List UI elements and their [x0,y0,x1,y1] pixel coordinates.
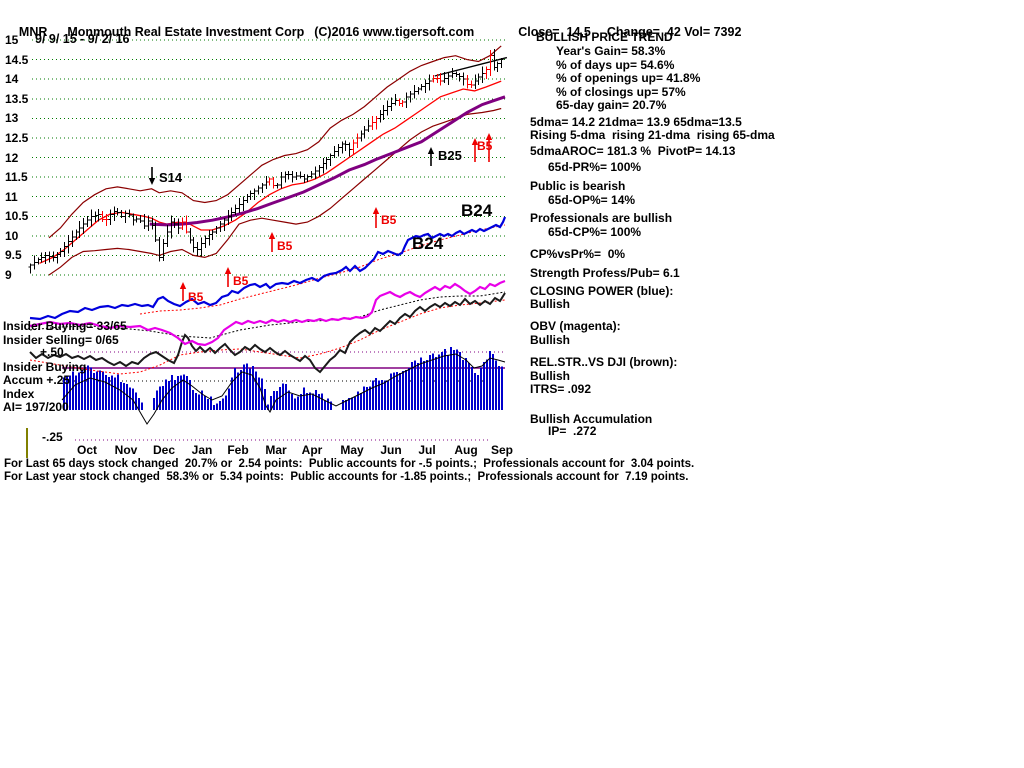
stat-line: REL.STR..VS DJI (brown): [530,355,678,369]
indicator-label: Insider Buying= 33/65 [3,319,127,333]
price-tick-label: 12 [5,151,19,165]
signal-label-b24: B24 [412,234,444,253]
stock-chart-canvas [26,39,508,458]
month-label: Jun [380,443,402,457]
signal-label-b24: B24 [461,201,493,220]
company-name: Monmouth Real Estate Investment Corp [67,25,305,39]
indicator-label: -.25 [42,430,63,444]
signal-label-b5: B5 [233,274,249,288]
price-tick-label: 11.5 [5,170,28,184]
signal-label-s14: S14 [159,170,183,185]
month-label: Aug [454,443,478,457]
month-label: Feb [227,443,249,457]
month-label: May [340,443,364,457]
ticker-symbol: MNR [18,25,48,39]
stat-line: 65d-PR%= 100% [548,160,642,174]
month-label: Jan [191,443,213,457]
stat-line: Rising 5-dma rising 21-dma rising 65-dma [530,128,775,142]
signal-label-b5: B5 [277,239,293,253]
stat-line: CLOSING POWER (blue): [530,284,674,298]
price-tick-label: 13.5 [5,92,29,106]
price-tick-label: 14 [5,72,19,86]
stat-line: 5dmaAROC= 181.3 % PivotP= 14.13 [530,144,736,158]
stat-line: ITRS= .092 [530,382,592,396]
change-volume-value: Change= .42 Vol= 7392 [606,25,742,39]
price-tick-label: 14.5 [5,53,29,67]
stat-line: 5dma= 14.2 21dma= 13.9 65dma=13.5 [530,115,742,129]
signal-label-b5: B5 [188,290,204,304]
date-range-label: 9/ 9/ 15 - 9/ 2/ 16 [35,32,130,46]
indicator-label: Index [3,387,35,401]
stat-line: 65d-CP%= 100% [548,225,642,239]
copyright-text: (C)2016 www.tigersoft.com [314,25,475,39]
stat-line: 65-day gain= 20.7% [556,98,667,112]
price-tick-label: 11 [5,190,18,204]
summary-line-year: For Last year stock changed 58.3% or 5.3… [4,471,689,483]
indicator-label: +.50 [40,345,64,359]
price-tick-label: 10 [5,229,19,243]
signal-label-b5: B5 [477,139,493,153]
summary-line-65-days: For Last 65 days stock changed 20.7% or … [4,458,695,470]
stat-line: BULLISH PRICE TREND [536,30,673,44]
stat-line: Bullish Accumulation [530,412,653,426]
price-tick-label: 10.5 [5,209,29,223]
stat-line: % of days up= 54.6% [556,58,675,72]
stat-line: Year's Gain= 58.3% [556,44,666,58]
stat-line: Professionals are bullish [530,211,673,225]
stat-line: Bullish [530,297,571,311]
stat-line: 65d-OP%= 14% [548,193,636,207]
stat-line: IP= .272 [548,424,597,438]
month-label: Dec [152,443,175,457]
stat-line: % of openings up= 41.8% [556,71,701,85]
month-label: Apr [301,443,323,457]
stat-line: CP%vsPr%= 0% [530,247,626,261]
stat-line: % of closings up= 57% [556,85,686,99]
close-value: Close= 14.5 [518,25,591,39]
stat-line: Bullish [530,333,571,347]
month-label: Nov [114,443,138,457]
stat-line: Strength Profess/Pub= 6.1 [530,266,680,280]
price-tick-label: 12.5 [5,131,29,145]
indicator-label: Insider Selling= 0/65 [3,333,119,347]
month-label: Oct [76,443,97,457]
month-label: Jul [418,443,436,457]
price-tick-label: 15 [5,33,19,47]
indicator-label: Insider Buying [3,360,87,374]
indicator-label: Accum +.25 [3,373,71,387]
title-bar: MNR Monmouth Real Estate Investment Corp (… [5,11,742,53]
price-tick-label: 9 [5,268,12,282]
price-tick-label: 9.5 [5,248,22,262]
signal-label-b5: B5 [381,213,397,227]
indicator-label: AI= 197/200 [3,400,69,414]
stat-line: Public is bearish [530,179,626,193]
month-label: Sep [490,443,513,457]
month-label: Mar [265,443,287,457]
stat-line: Bullish [530,369,571,383]
price-tick-label: 13 [5,111,19,125]
signal-label-b25: B25 [438,148,462,163]
stat-line: OBV (magenta): [530,319,621,333]
